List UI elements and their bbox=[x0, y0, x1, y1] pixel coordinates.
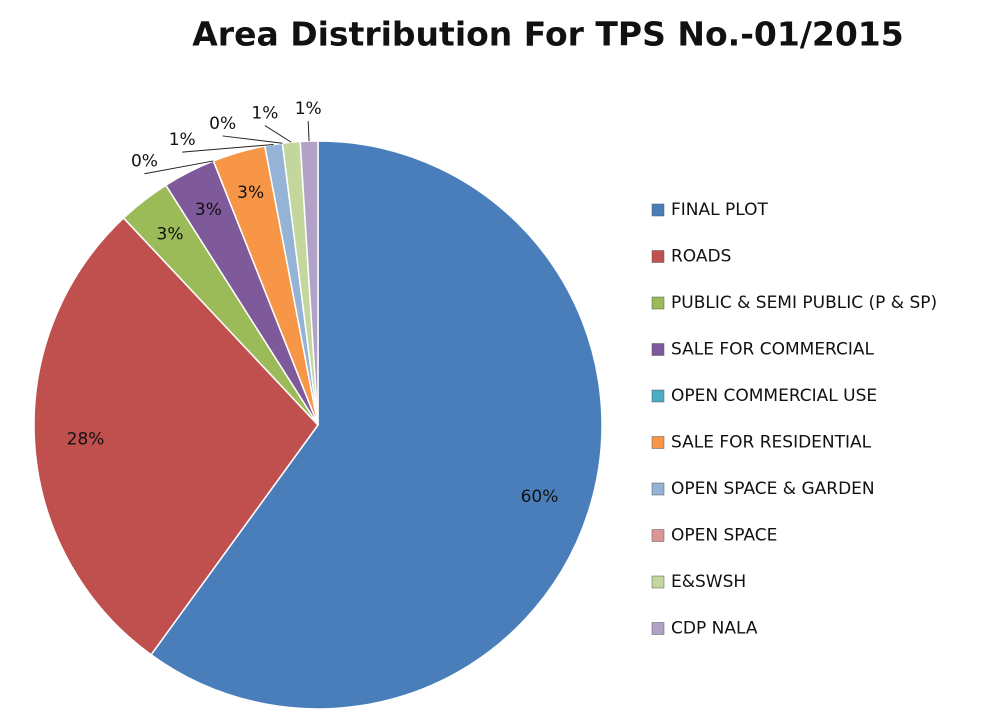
legend-swatch bbox=[651, 389, 665, 403]
legend-label: SALE FOR RESIDENTIAL bbox=[671, 433, 872, 453]
leader-line bbox=[307, 121, 310, 142]
legend-swatch bbox=[651, 529, 665, 542]
leader-line bbox=[222, 135, 283, 144]
chart-title: Area Distribution For TPS No.-01/2015 bbox=[192, 15, 903, 54]
data-label: 0% bbox=[209, 114, 236, 134]
legend-label: OPEN COMMERCIAL USE bbox=[671, 386, 877, 406]
legend-swatch bbox=[651, 622, 665, 635]
legend-label: OPEN SPACE & GARDEN bbox=[671, 479, 875, 499]
data-label: 0% bbox=[131, 152, 158, 172]
legend-label: E&SWSH bbox=[671, 572, 746, 592]
legend-label: OPEN SPACE bbox=[671, 526, 777, 546]
legend-swatch bbox=[651, 482, 665, 496]
legend-swatch bbox=[651, 436, 665, 449]
legend-label: CDP NALA bbox=[671, 619, 758, 639]
data-label: 28% bbox=[67, 430, 105, 450]
data-label: 1% bbox=[251, 104, 278, 124]
data-label: 3% bbox=[237, 183, 264, 203]
legend-swatch bbox=[651, 296, 665, 310]
pie-slice bbox=[150, 140, 603, 710]
leader-line bbox=[182, 143, 274, 153]
leader-line bbox=[144, 160, 214, 175]
data-label: 3% bbox=[195, 200, 222, 220]
data-label: 1% bbox=[295, 99, 322, 119]
leader-line bbox=[264, 125, 292, 143]
pie-slice bbox=[33, 216, 319, 656]
legend-swatch bbox=[651, 250, 665, 263]
data-label: 3% bbox=[157, 224, 184, 244]
legend-swatch bbox=[651, 343, 665, 356]
data-label: 1% bbox=[169, 130, 196, 150]
legend-label: SALE FOR COMMERCIAL bbox=[671, 340, 875, 360]
legend-swatch bbox=[651, 575, 665, 589]
legend-label: FINAL PLOT bbox=[671, 200, 769, 220]
legend-swatch bbox=[651, 203, 665, 217]
legend-label: ROADS bbox=[671, 247, 731, 267]
legend-label: PUBLIC & SEMI PUBLIC (P & SP) bbox=[671, 293, 937, 313]
data-label: 60% bbox=[521, 487, 559, 507]
